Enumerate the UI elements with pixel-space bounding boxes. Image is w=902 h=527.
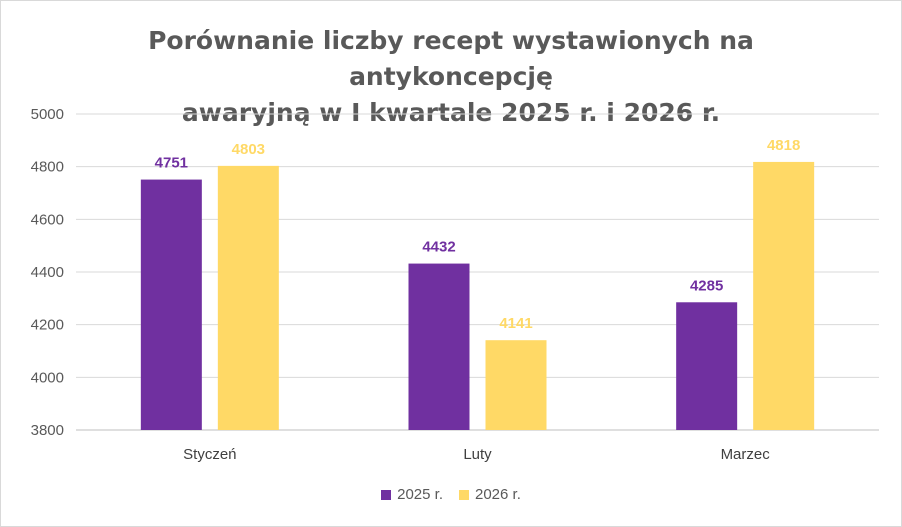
y-tick-label: 5000: [31, 106, 64, 123]
chart-title: Porównanie liczby recept wystawionych na…: [61, 23, 841, 131]
x-tick-label: Styczeń: [183, 446, 236, 463]
x-tick-label: Luty: [463, 446, 492, 463]
legend-item-2025: 2025 r.: [381, 486, 443, 503]
data-label: 4141: [499, 315, 532, 332]
data-label: 4818: [767, 137, 800, 154]
chart-title-line-2: awaryjną w I kwartale 2025 r. i 2026 r.: [181, 98, 721, 127]
bar-2026-1: [217, 165, 279, 431]
legend-item-2026: 2026 r.: [459, 486, 521, 503]
bar-2026-3: [753, 161, 815, 430]
data-label: 4285: [690, 277, 723, 294]
data-label: 4803: [232, 141, 265, 158]
legend: 2025 r. 2026 r.: [1, 486, 901, 503]
data-label: 4751: [155, 155, 188, 172]
legend-swatch-2026: [459, 489, 469, 500]
y-tick-label: 4000: [31, 369, 64, 386]
y-tick-label: 3800: [31, 422, 64, 439]
y-tick-label: 4400: [31, 264, 64, 281]
legend-swatch-2025: [381, 489, 392, 500]
bar-2025-3: [676, 302, 738, 430]
data-label: 4432: [422, 239, 455, 256]
y-tick-label: 4200: [31, 317, 64, 334]
bar-2025-2: [408, 263, 470, 430]
y-tick-label: 4800: [31, 159, 64, 176]
legend-label-2026: 2026 r.: [475, 486, 521, 503]
chart-title-line-1: Porównanie liczby recept wystawionych na…: [148, 26, 754, 91]
legend-label-2025: 2025 r.: [397, 486, 443, 503]
bar-2025-1: [140, 179, 202, 430]
bar-2026-2: [485, 340, 547, 430]
x-tick-label: Marzec: [721, 446, 771, 463]
y-tick-label: 4600: [31, 211, 64, 228]
